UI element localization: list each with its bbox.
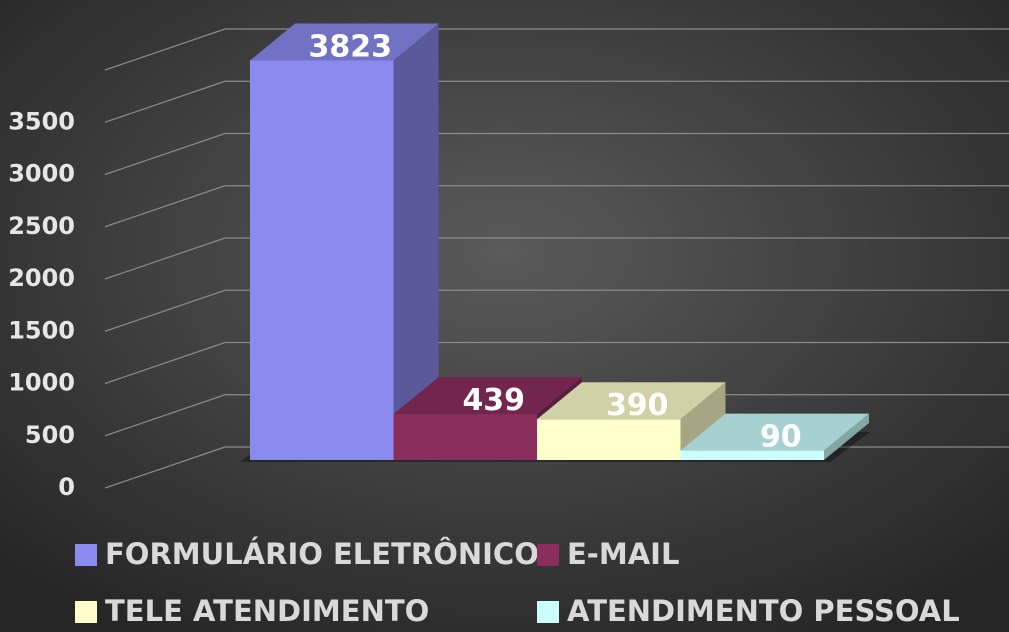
grid-line <box>104 446 226 489</box>
wall-edge <box>104 28 226 71</box>
bars: 3823 439 390 90 <box>240 23 870 462</box>
grid-line <box>104 341 226 385</box>
legend: FORMULÁRIO ELETRÔNICO E-MAIL TELE ATENDIME… <box>75 537 960 628</box>
legend-swatch <box>537 544 559 566</box>
y-tick-label: 2000 <box>8 264 75 292</box>
y-tick-label: 3000 <box>8 160 75 188</box>
y-tick-label: 0 <box>58 473 75 501</box>
y-tick-label: 1000 <box>8 369 75 397</box>
bar <box>393 414 537 460</box>
bar <box>250 60 394 461</box>
grid-line <box>104 237 226 280</box>
grid-line <box>104 289 226 332</box>
bar-side <box>680 382 726 460</box>
y-tick-label: 3500 <box>8 107 75 135</box>
legend-swatch <box>75 544 97 566</box>
grid-line <box>104 132 226 176</box>
legend-swatch <box>537 601 559 623</box>
legend-swatch <box>75 601 97 623</box>
value-label: 439 <box>462 383 525 418</box>
legend-label: E-MAIL <box>567 537 679 571</box>
bar-side <box>393 23 439 461</box>
legend-label: FORMULÁRIO ELETRÔNICO <box>105 537 539 571</box>
y-tick-label: 1500 <box>8 316 75 344</box>
bar-top <box>537 382 726 420</box>
bar-side <box>824 413 869 460</box>
bar-top <box>250 23 439 61</box>
legend-label: ATENDIMENTO PESSOAL <box>567 594 960 628</box>
y-tick-label: 2500 <box>8 212 75 240</box>
value-label: 3823 <box>309 29 393 64</box>
bar-top <box>393 377 582 415</box>
grid-line <box>104 394 226 437</box>
value-label: 90 <box>760 420 802 455</box>
grid-line <box>104 80 226 123</box>
value-label: 390 <box>606 388 669 423</box>
legend-label: TELE ATENDIMENTO <box>105 594 429 628</box>
bar <box>537 419 681 460</box>
y-tick-label: 500 <box>25 421 75 449</box>
bar-top <box>680 413 869 451</box>
bar <box>680 450 824 460</box>
grid-line <box>104 185 226 228</box>
